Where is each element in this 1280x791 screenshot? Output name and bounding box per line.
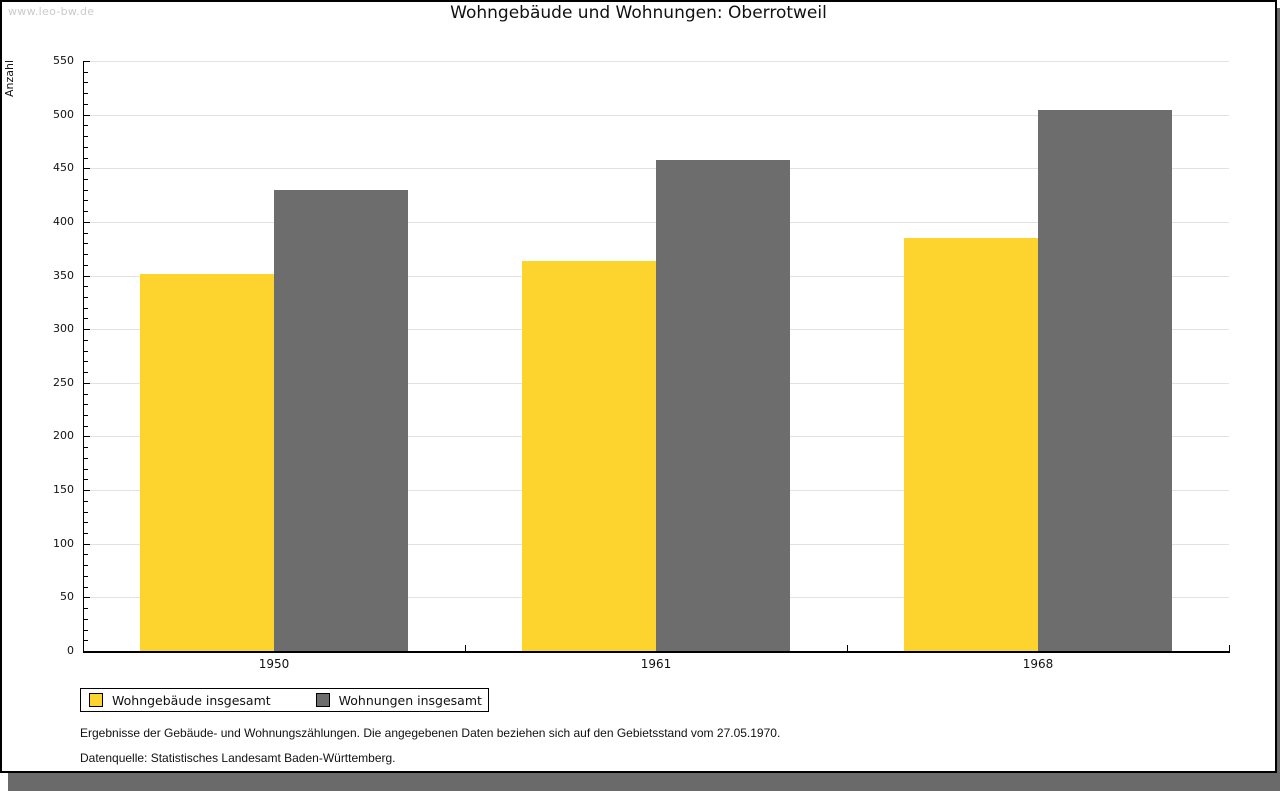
y-tick-270 <box>84 361 88 363</box>
x-tick-label-1961: 1961 <box>640 657 672 671</box>
y-tick-220 <box>84 415 88 416</box>
y-tick-label-100: 100 <box>53 536 74 550</box>
y-tick-460 <box>84 157 88 159</box>
x-tick-label-1968: 1968 <box>1022 657 1054 671</box>
y-tick-490 <box>84 125 88 127</box>
legend-item-wohnungen: Wohnungen insgesamt <box>315 692 482 708</box>
y-tick-label-250: 250 <box>53 375 74 389</box>
chart-legend: Wohngebäude insgesamt Wohnungen insgesam… <box>80 688 489 712</box>
y-tick-70 <box>84 575 88 577</box>
y-tick-550 <box>84 61 90 62</box>
y-tick-510 <box>84 103 88 105</box>
y-tick-260 <box>84 372 88 374</box>
y-tick-430 <box>84 189 88 191</box>
y-tick-240 <box>84 393 88 395</box>
y-tick-170 <box>84 468 88 470</box>
y-tick-10 <box>84 640 88 642</box>
y-tick-150 <box>84 490 90 492</box>
bar-chart-plot-area: 0 50 100 150 200 250 300 350 400 450 500 550 1950 196… <box>53 54 1230 671</box>
y-tick-label-450: 450 <box>53 161 74 175</box>
y-tick-130 <box>84 511 88 513</box>
chart-page: www.leo-bw.de Wohngebäude und Wohnungen:… <box>0 0 1277 773</box>
y-tick-30 <box>84 618 88 620</box>
x-tick-2 <box>847 645 848 651</box>
bar-wohnungen-1968 <box>1038 110 1172 651</box>
bar-wohngebaeude-1961 <box>522 260 656 651</box>
y-tick-40 <box>84 608 88 610</box>
y-tick-250 <box>84 382 90 384</box>
x-tick-3 <box>1229 645 1230 651</box>
y-tick-20 <box>84 629 88 631</box>
y-axis <box>83 61 84 653</box>
gridline-500 <box>83 114 1229 116</box>
y-tick-label-500: 500 <box>53 107 74 121</box>
legend-label-wohngebaeude: Wohngebäude insgesamt <box>112 692 271 708</box>
y-tick-label-550: 550 <box>53 54 74 67</box>
y-tick-410 <box>84 211 88 213</box>
y-tick-label-150: 150 <box>53 483 74 497</box>
y-tick-120 <box>84 522 88 524</box>
y-tick-label-200: 200 <box>53 429 74 443</box>
bar-wohngebaeude-1968 <box>904 238 1038 651</box>
y-tick-470 <box>84 146 88 148</box>
legend-item-wohngebaeude: Wohngebäude insgesamt <box>89 693 271 708</box>
legend-swatch-wohnungen <box>315 693 330 707</box>
y-tick-label-0: 0 <box>67 644 74 657</box>
footnote-census-info: Ergebnisse der Gebäude- und Wohnungszähl… <box>80 726 781 740</box>
y-tick-340 <box>84 286 88 288</box>
y-tick-140 <box>84 500 88 502</box>
y-tick-90 <box>84 554 88 556</box>
y-tick-450 <box>84 168 90 170</box>
chart-title: Wohngebäude und Wohnungen: Oberrotweil <box>450 3 827 23</box>
y-tick-50 <box>84 597 90 599</box>
y-tick-label-400: 400 <box>53 214 74 228</box>
y-tick-320 <box>84 307 88 309</box>
y-tick-330 <box>84 297 88 298</box>
y-tick-480 <box>84 136 88 138</box>
gridline-550 <box>83 61 1229 62</box>
footnote-data-source: Datenquelle: Statistisches Landesamt Bad… <box>80 751 396 765</box>
watermark: www.leo-bw.de <box>8 5 95 18</box>
y-tick-label-300: 300 <box>53 322 74 336</box>
y-tick-520 <box>84 93 88 95</box>
y-tick-110 <box>84 533 88 534</box>
y-tick-360 <box>84 264 88 266</box>
legend-label-wohnungen: Wohnungen insgesamt <box>338 692 482 708</box>
y-tick-210 <box>84 425 88 427</box>
y-tick-500 <box>84 114 90 116</box>
y-tick-230 <box>84 404 88 406</box>
y-tick-60 <box>84 586 88 588</box>
y-tick-440 <box>84 179 88 180</box>
x-axis <box>83 651 1230 653</box>
y-tick-280 <box>84 350 88 352</box>
y-tick-310 <box>84 318 88 320</box>
y-tick-190 <box>84 447 88 449</box>
legend-swatch-wohngebaeude <box>89 693 103 707</box>
bar-wohnungen-1961 <box>656 159 790 651</box>
y-tick-420 <box>84 200 88 202</box>
x-tick-1 <box>465 645 466 651</box>
y-tick-370 <box>84 254 88 256</box>
y-tick-80 <box>84 565 88 567</box>
y-tick-180 <box>84 457 88 459</box>
y-tick-label-350: 350 <box>53 268 74 282</box>
y-tick-530 <box>84 82 88 84</box>
y-tick-300 <box>84 329 90 331</box>
y-tick-400 <box>84 221 90 223</box>
y-tick-160 <box>84 479 88 481</box>
y-tick-350 <box>84 275 90 277</box>
y-tick-540 <box>84 71 88 73</box>
y-tick-290 <box>84 339 88 341</box>
y-tick-390 <box>84 232 88 234</box>
bar-wohnungen-1950 <box>274 189 408 651</box>
y-tick-200 <box>84 436 90 438</box>
y-tick-label-50: 50 <box>60 590 74 604</box>
y-tick-100 <box>84 543 90 545</box>
x-tick-label-1950: 1950 <box>258 657 290 671</box>
y-tick-380 <box>84 243 88 245</box>
bar-wohngebaeude-1950 <box>140 274 274 651</box>
